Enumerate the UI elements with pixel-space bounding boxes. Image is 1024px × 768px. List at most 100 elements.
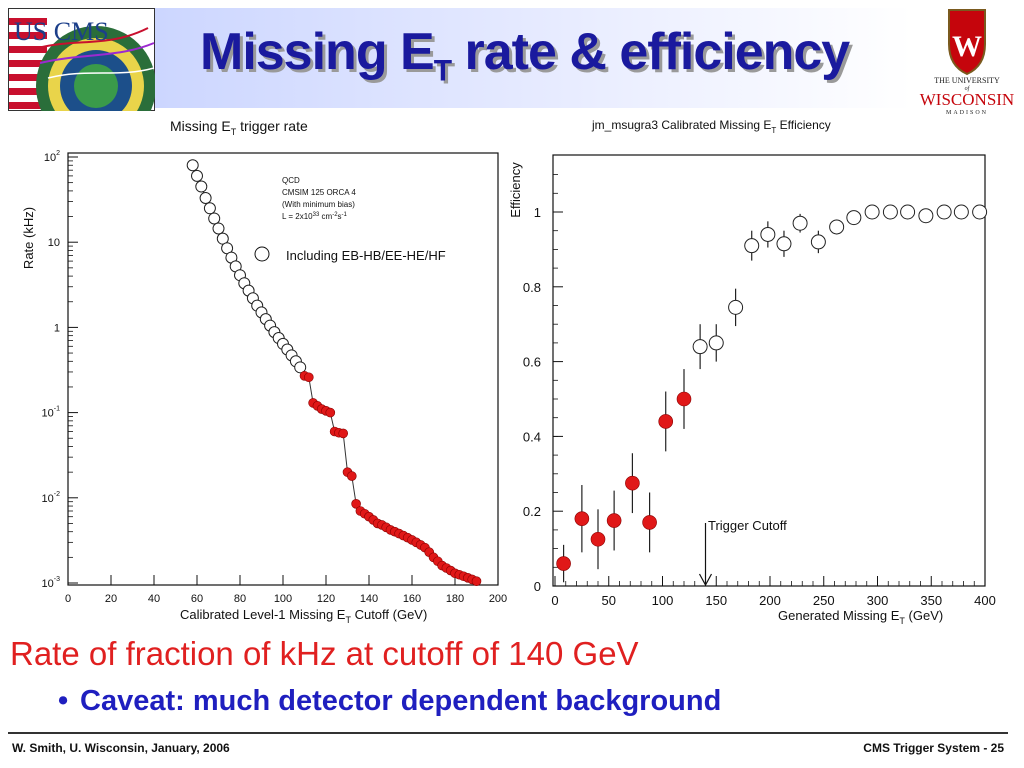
rate-x-tick-label: 140 xyxy=(360,593,378,605)
info-line-1: CMSIM 125 ORCA 4 xyxy=(282,188,356,197)
eff-point-open xyxy=(810,234,826,250)
eff-x-label: Generated Missing ET (GeV) xyxy=(778,608,943,626)
rate-y-tick-label: 10 xyxy=(48,237,60,249)
svg-text:W: W xyxy=(952,30,982,63)
eff-point-open xyxy=(900,204,916,220)
rate-series-line xyxy=(192,165,477,582)
rate-x-tick-label: 0 xyxy=(65,593,71,605)
eff-point-filled xyxy=(606,513,622,528)
eff-point-open xyxy=(864,204,880,220)
rate-chart: Missing ET trigger rate 0 20 40 60 80 100 120 1… xyxy=(21,118,507,625)
eff-y-label: Efficiency xyxy=(508,162,523,218)
uscms-logo: US CMS xyxy=(8,8,155,111)
rate-point-open xyxy=(203,202,216,215)
rate-axis: 0 20 40 60 80 100 120 140 160 180 200 10-3 10-2 10-1 1… xyxy=(42,150,508,605)
rate-y-tick-label: 102 xyxy=(44,150,60,164)
eff-point-filled xyxy=(574,511,590,526)
rate-info-box: QCD CMSIM 125 ORCA 4 (With minimum bias)… xyxy=(282,176,356,221)
rate-point-open xyxy=(212,222,225,235)
footer-author: W. Smith, U. Wisconsin, January, 2006 xyxy=(12,741,230,755)
rate-x-tick-label: 20 xyxy=(105,593,117,605)
eff-point-open xyxy=(708,335,724,351)
eff-x-tick-label: 300 xyxy=(867,593,889,608)
rate-point-filled xyxy=(471,576,482,586)
eff-x-tick-label: 0 xyxy=(551,593,558,608)
eff-point-filled xyxy=(676,391,692,407)
rate-point-open xyxy=(208,212,221,225)
eff-point-open xyxy=(829,219,845,235)
rate-x-tick-label: 180 xyxy=(446,593,464,605)
rate-chart-title: Missing ET trigger rate xyxy=(170,118,308,137)
rate-point-filled xyxy=(351,499,361,509)
rate-x-tick-label: 120 xyxy=(317,593,335,605)
eff-point-filled xyxy=(658,414,674,429)
eff-point-open xyxy=(692,339,708,355)
rate-point-filled xyxy=(338,428,349,439)
rate-point-open xyxy=(186,159,199,172)
eff-axis: 0 50 100 150 200 250 300 350 400 0 0.2 0.4 0.6 0.8 1 xyxy=(523,174,996,608)
trigger-cutoff-label: Trigger Cutoff xyxy=(708,518,787,533)
eff-point-filled xyxy=(556,556,571,571)
eff-x-tick-label: 100 xyxy=(652,593,674,608)
trigger-cutoff-annotation: Trigger Cutoff xyxy=(698,518,787,587)
headline-text: Rate of fraction of kHz at cutoff of 140… xyxy=(10,635,639,672)
rate-x-tick-label: 60 xyxy=(191,593,203,605)
eff-y-tick-label: 0.6 xyxy=(523,355,541,370)
uw-logo-line4: MADISON xyxy=(946,110,988,116)
eff-point-open xyxy=(760,226,776,242)
eff-chart-title: jm_msugra3 Calibrated Missing ET Efficie… xyxy=(591,118,831,135)
eff-point-open xyxy=(728,299,744,315)
eff-marks xyxy=(556,204,988,583)
eff-point-filled xyxy=(642,515,657,530)
uscms-logo-text: US CMS xyxy=(14,17,109,46)
eff-y-tick-label: 0.8 xyxy=(523,280,541,295)
eff-x-tick-label: 150 xyxy=(705,593,727,608)
eff-x-tick-label: 400 xyxy=(974,593,996,608)
eff-y-tick-label: 1 xyxy=(534,205,541,220)
rate-point-open xyxy=(195,180,208,193)
rate-y-tick-label: 10-2 xyxy=(42,491,61,505)
trigger-cutoff-arrowhead-icon xyxy=(698,573,713,587)
rate-point-filled xyxy=(346,471,357,481)
slide-title: Missing ET rate & efficiency xyxy=(200,22,850,88)
uw-logo-line2: of xyxy=(965,85,971,92)
rate-legend-marker xyxy=(254,246,270,262)
info-line-2: (With minimum bias) xyxy=(282,200,355,209)
rate-x-tick-label: 40 xyxy=(148,593,160,605)
eff-point-open xyxy=(936,204,952,220)
rate-x-label: Calibrated Level-1 Missing ET Cutoff (Ge… xyxy=(180,607,427,625)
eff-point-open xyxy=(744,238,760,254)
rate-point-open xyxy=(294,361,307,374)
eff-plot-frame xyxy=(552,154,986,587)
slide-title-rest: rate & efficiency xyxy=(451,23,850,81)
eff-x-tick-label: 350 xyxy=(920,593,942,608)
uw-logo-line1: THE UNIVERSITY xyxy=(934,76,1000,85)
footer-page: CMS Trigger System - 25 xyxy=(863,741,1004,755)
bullet-item: • Caveat: much detector dependent backgro… xyxy=(58,685,721,718)
eff-y-tick-label: 0.2 xyxy=(523,504,541,519)
uw-logo-line3: WISCONSIN xyxy=(920,90,1014,109)
rate-legend-label: Including EB-HB/EE-HE/HF xyxy=(286,248,446,263)
eff-point-open xyxy=(792,215,808,231)
eff-x-tick-label: 50 xyxy=(602,593,616,608)
eff-point-open xyxy=(776,236,792,252)
uw-logo: W THE UNIVERSITY of WISCONSIN MADISON xyxy=(920,9,1014,116)
eff-point-open xyxy=(882,204,898,220)
info-line-3: L = 2x1033 cm-2s-1 xyxy=(282,212,348,221)
eff-point-open xyxy=(953,204,969,220)
footer-divider xyxy=(8,732,1008,734)
eff-point-filled xyxy=(625,475,640,491)
slide-title-main: Missing E xyxy=(200,23,435,81)
title-band xyxy=(155,8,912,108)
eff-point-open xyxy=(972,204,988,220)
rate-y-tick-label: 10-1 xyxy=(42,406,61,420)
bullet-text: Caveat: much detector dependent backgrou… xyxy=(80,685,722,717)
rate-x-tick-label: 80 xyxy=(234,593,246,605)
info-line-0: QCD xyxy=(282,176,300,185)
rate-y-tick-label: 1 xyxy=(54,322,60,334)
rate-x-tick-label: 200 xyxy=(489,593,507,605)
rate-point-filled xyxy=(325,407,336,418)
slide-title-sub: T xyxy=(433,54,452,88)
bullet-dot-icon: • xyxy=(58,685,69,717)
